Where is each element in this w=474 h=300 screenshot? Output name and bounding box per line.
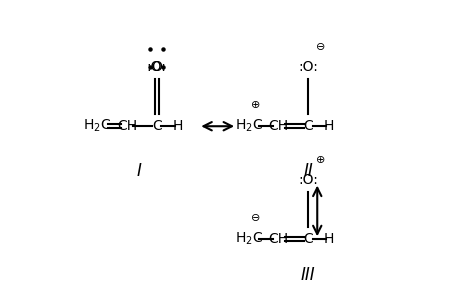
Text: H: H bbox=[324, 119, 334, 133]
Text: III: III bbox=[301, 266, 316, 284]
Text: :O:: :O: bbox=[299, 173, 318, 187]
Text: C: C bbox=[303, 232, 313, 246]
Text: H: H bbox=[324, 232, 334, 246]
Text: $\mathregular{H_2C}$: $\mathregular{H_2C}$ bbox=[235, 231, 263, 247]
Text: CH: CH bbox=[269, 232, 289, 246]
Text: C: C bbox=[152, 119, 162, 133]
Text: C: C bbox=[303, 119, 313, 133]
Text: H: H bbox=[173, 119, 183, 133]
Text: $\mathregular{H_2C}$: $\mathregular{H_2C}$ bbox=[83, 118, 111, 134]
Text: :O:: :O: bbox=[147, 60, 167, 74]
Text: CH: CH bbox=[117, 119, 137, 133]
Text: ⊕: ⊕ bbox=[316, 155, 325, 165]
Text: ⊖: ⊖ bbox=[251, 213, 260, 224]
Text: CH: CH bbox=[269, 119, 289, 133]
Text: :O:: :O: bbox=[299, 60, 318, 74]
Text: I: I bbox=[137, 162, 141, 180]
Text: ⊖: ⊖ bbox=[316, 43, 325, 52]
Text: ⊕: ⊕ bbox=[251, 100, 260, 110]
Text: II: II bbox=[303, 162, 313, 180]
Text: O: O bbox=[151, 60, 162, 74]
Text: $\mathregular{H_2C}$: $\mathregular{H_2C}$ bbox=[235, 118, 263, 134]
